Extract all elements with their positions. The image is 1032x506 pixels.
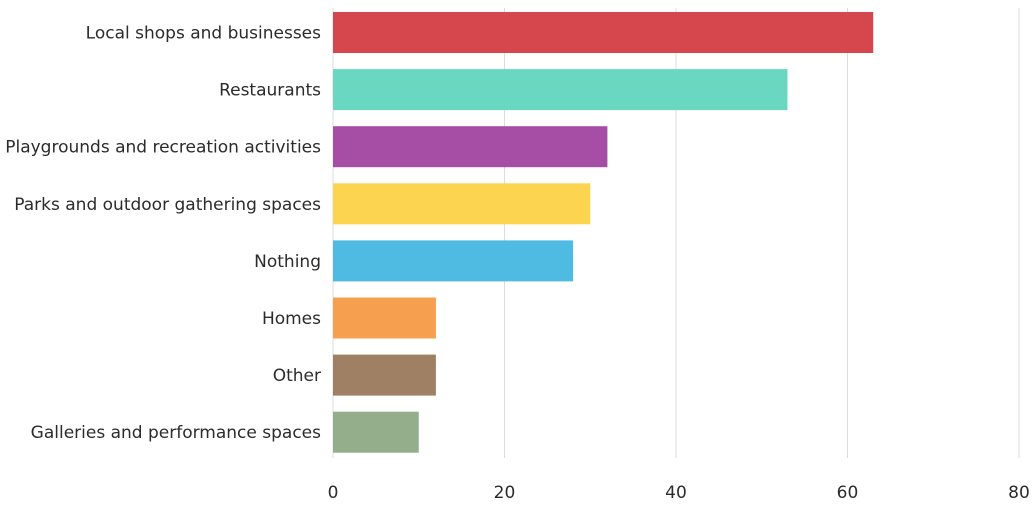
bar-3[interactable] [333, 183, 591, 225]
x-tick-label-40: 40 [665, 483, 687, 502]
category-label-5: Homes [262, 309, 321, 329]
category-label-4: Nothing [254, 252, 321, 272]
bars-layer [333, 12, 874, 453]
bar-4[interactable] [333, 240, 574, 282]
bar-2[interactable] [333, 126, 608, 168]
bar-1[interactable] [333, 69, 788, 111]
category-label-3: Parks and outdoor gathering spaces [14, 195, 321, 215]
bar-5[interactable] [333, 297, 436, 339]
x-tick-label-60: 60 [837, 483, 859, 502]
category-label-7: Galleries and performance spaces [31, 423, 321, 443]
category-label-0: Local shops and businesses [86, 24, 321, 44]
bar-6[interactable] [333, 354, 436, 396]
x-tick-label-80: 80 [1008, 483, 1030, 502]
bar-7[interactable] [333, 411, 419, 453]
x-axis-tick-labels: 0 20 40 60 80 [328, 483, 1030, 503]
category-label-2: Playgrounds and recreation activities [5, 138, 321, 158]
category-label-1: Restaurants [219, 81, 321, 101]
x-tick-label-0: 0 [328, 483, 339, 502]
x-tick-label-20: 20 [494, 483, 516, 502]
bar-0[interactable] [333, 12, 874, 53]
category-labels: Local shops and businesses Restaurants Pla… [5, 24, 321, 444]
category-label-6: Other [273, 366, 321, 386]
